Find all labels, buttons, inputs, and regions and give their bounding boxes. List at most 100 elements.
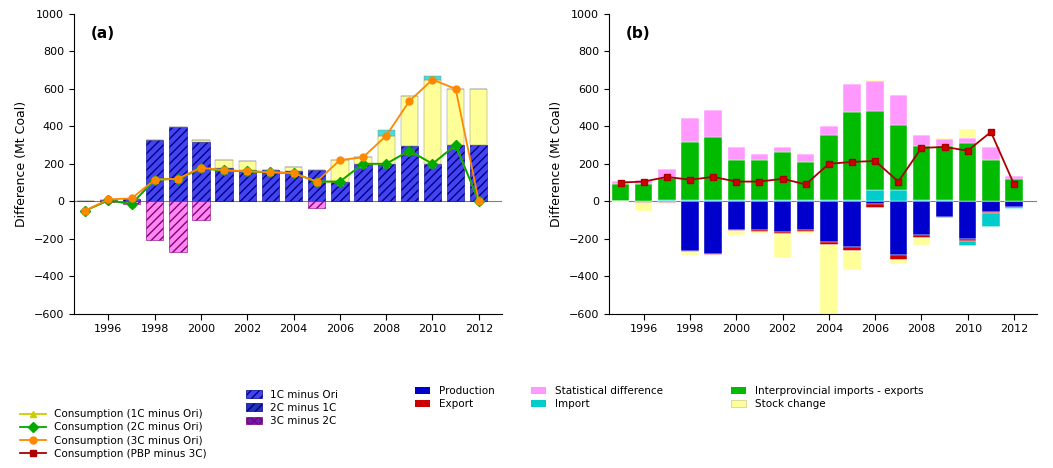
Bar <box>797 154 814 162</box>
Bar <box>681 252 699 255</box>
Bar <box>959 143 976 201</box>
Bar <box>704 200 721 201</box>
Bar <box>123 201 140 204</box>
Bar <box>612 181 630 184</box>
Legend: Production, Export: Production, Export <box>411 382 499 414</box>
Bar <box>913 238 930 245</box>
Bar <box>704 255 721 256</box>
Bar <box>446 89 464 145</box>
Bar <box>681 201 699 251</box>
Bar <box>774 234 791 258</box>
Bar <box>890 255 907 260</box>
Bar <box>1006 179 1022 201</box>
Bar <box>239 170 256 201</box>
Bar <box>728 230 744 231</box>
Bar <box>146 201 163 240</box>
Bar <box>658 203 676 204</box>
Bar <box>867 111 883 190</box>
Bar <box>1006 207 1022 208</box>
Bar <box>774 201 791 232</box>
Bar <box>774 147 791 152</box>
Bar <box>890 95 907 125</box>
Bar <box>658 169 676 178</box>
Bar <box>400 146 418 201</box>
Bar <box>913 235 930 238</box>
Bar <box>913 146 930 200</box>
Bar <box>635 180 653 184</box>
Bar <box>936 146 953 200</box>
Bar <box>170 201 186 252</box>
Bar <box>751 200 768 201</box>
Bar <box>635 184 653 201</box>
Bar <box>751 201 768 230</box>
Y-axis label: Difference (Mt Coal): Difference (Mt Coal) <box>551 101 563 227</box>
Bar <box>774 232 791 234</box>
Bar <box>867 81 883 111</box>
Bar <box>936 200 953 201</box>
Bar <box>355 164 372 201</box>
Bar <box>959 138 976 143</box>
Bar <box>751 232 768 234</box>
Bar <box>867 204 883 208</box>
Bar <box>193 142 210 201</box>
Bar <box>843 201 860 247</box>
Bar <box>332 182 349 201</box>
Bar <box>843 84 860 112</box>
Bar <box>728 160 744 200</box>
Bar <box>378 164 395 201</box>
Bar <box>658 202 676 203</box>
Bar <box>423 164 441 201</box>
Bar <box>843 247 860 251</box>
Bar <box>146 140 163 201</box>
Legend: Statistical difference, Import: Statistical difference, Import <box>526 382 667 414</box>
Bar <box>1006 209 1022 210</box>
Bar <box>400 96 418 146</box>
Bar <box>959 201 976 239</box>
Bar <box>843 200 860 201</box>
Bar <box>681 118 699 142</box>
Bar <box>751 160 768 200</box>
Bar <box>959 239 976 241</box>
Bar <box>470 145 488 201</box>
Bar <box>470 89 488 145</box>
Bar <box>820 245 837 327</box>
Bar <box>982 160 999 201</box>
Bar <box>797 232 814 234</box>
Bar <box>936 138 953 139</box>
Bar <box>959 241 976 246</box>
Bar <box>728 147 744 160</box>
Bar <box>890 260 907 264</box>
Bar <box>913 201 930 235</box>
Bar <box>123 199 140 201</box>
Bar <box>751 230 768 232</box>
Bar <box>285 171 302 201</box>
Bar <box>658 178 676 200</box>
Bar <box>982 227 999 228</box>
Bar <box>982 201 999 212</box>
Y-axis label: Difference (Mt Coal): Difference (Mt Coal) <box>15 101 28 227</box>
Bar <box>100 201 117 202</box>
Bar <box>704 110 721 137</box>
Bar <box>309 170 325 201</box>
Bar <box>728 200 744 201</box>
Bar <box>193 201 210 220</box>
Bar <box>913 200 930 201</box>
Bar <box>774 152 791 200</box>
Legend: Consumption (1C minus Ori), Consumption (2C minus Ori), Consumption (3C minus Or: Consumption (1C minus Ori), Consumption … <box>16 405 211 463</box>
Bar <box>239 161 256 170</box>
Bar <box>820 201 837 242</box>
Bar <box>843 112 860 200</box>
Bar <box>635 203 653 211</box>
Bar <box>612 184 630 201</box>
Bar <box>936 201 953 217</box>
Bar <box>820 242 837 245</box>
Bar <box>704 137 721 200</box>
Bar <box>285 167 302 171</box>
Legend: Interprovincial imports - exports, Stock change: Interprovincial imports - exports, Stock… <box>727 382 928 414</box>
Bar <box>936 139 953 146</box>
Bar <box>820 135 837 200</box>
Bar <box>820 126 837 135</box>
Bar <box>309 201 325 208</box>
Bar <box>681 200 699 201</box>
Bar <box>890 190 907 201</box>
